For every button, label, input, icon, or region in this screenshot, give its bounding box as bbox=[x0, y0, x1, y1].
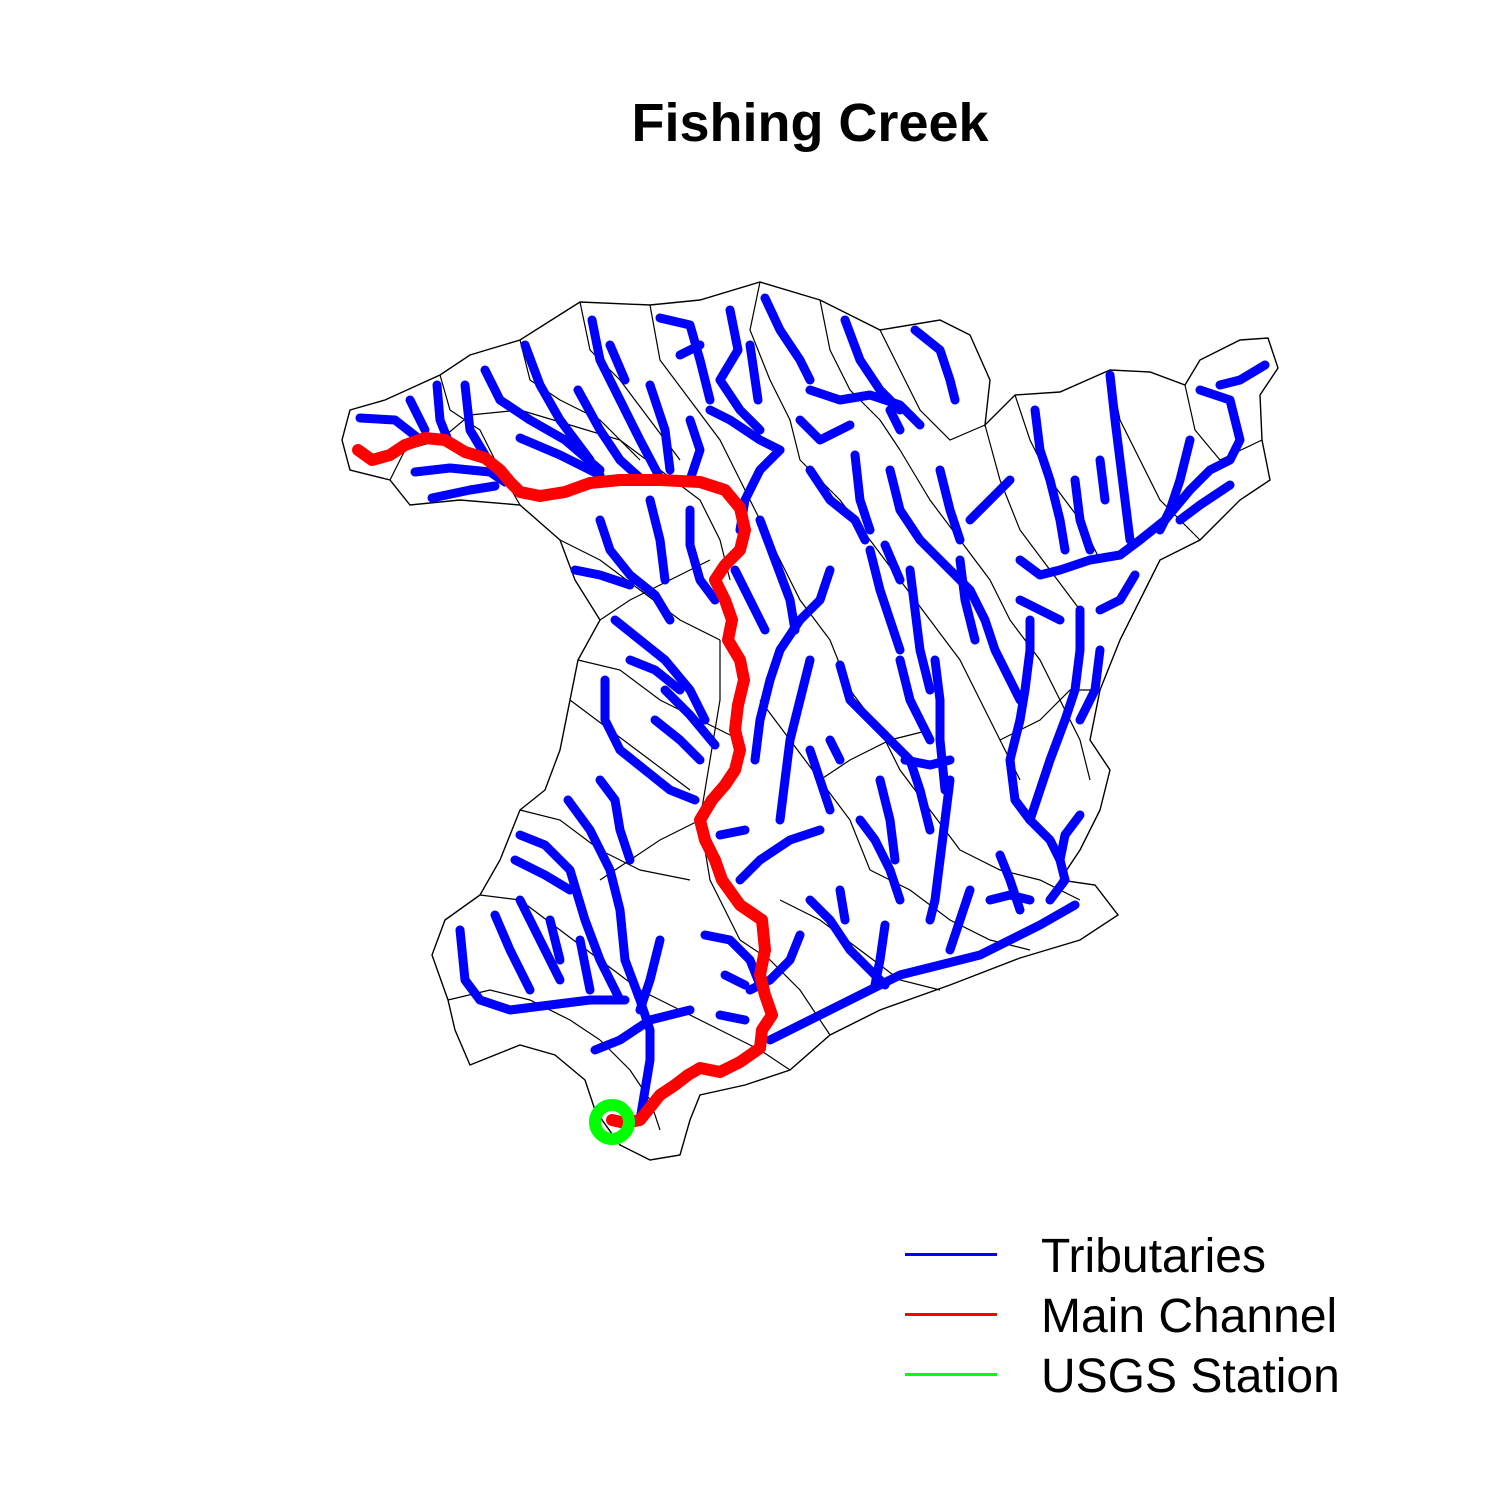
legend-swatch-main-channel bbox=[905, 1313, 997, 1316]
legend-label-usgs-station: USGS Station bbox=[1041, 1349, 1340, 1404]
legend-item-usgs-station: USGS Station bbox=[900, 1345, 1420, 1405]
main-channel bbox=[358, 438, 772, 1123]
legend-swatch-usgs-station bbox=[905, 1373, 997, 1376]
tributary-network bbox=[360, 298, 1265, 1120]
legend-item-tributaries: Tributaries bbox=[900, 1225, 1420, 1285]
map-legend: Tributaries Main Channel USGS Station bbox=[900, 1225, 1420, 1405]
legend-item-main-channel: Main Channel bbox=[900, 1285, 1420, 1345]
legend-label-main-channel: Main Channel bbox=[1041, 1289, 1337, 1344]
legend-swatch-tributaries bbox=[905, 1253, 997, 1256]
legend-label-tributaries: Tributaries bbox=[1041, 1229, 1266, 1284]
